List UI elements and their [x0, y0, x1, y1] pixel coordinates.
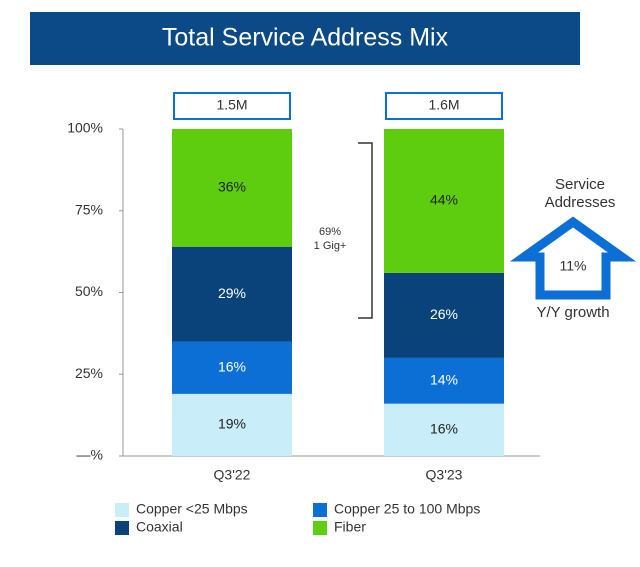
y-tick-label: —%	[77, 447, 103, 463]
value-label: 16%	[430, 421, 458, 437]
y-tick-label: 100%	[67, 120, 103, 136]
legend-swatch	[313, 503, 327, 517]
total-label: 1.5M	[216, 97, 247, 113]
chart-title: Total Service Address Mix	[162, 24, 449, 52]
total-box	[385, 92, 503, 120]
legend-label: Copper 25 to 100 Mbps	[334, 501, 480, 517]
value-label: 36%	[218, 179, 246, 195]
value-label: 16%	[218, 358, 246, 374]
x-tick-label: Q3'23	[426, 467, 463, 483]
value-label: 26%	[430, 306, 458, 322]
bar-segment	[172, 129, 292, 247]
house-icon	[509, 216, 637, 300]
total-box	[173, 92, 291, 120]
legend-swatch	[115, 521, 129, 535]
bar-segment	[172, 393, 292, 456]
legend-swatch	[115, 503, 129, 517]
x-tick-label: Q3'22	[214, 467, 251, 483]
legend-swatch	[313, 521, 327, 535]
bar-segment	[384, 357, 504, 404]
value-label: 14%	[430, 371, 458, 387]
value-label: 29%	[218, 285, 246, 301]
bar-segment	[384, 403, 504, 456]
value-label: 19%	[218, 416, 246, 432]
bracket-label: 69%	[319, 226, 341, 238]
bracket-label: 1 Gig+	[314, 240, 347, 252]
legend-label: Copper <25 Mbps	[136, 501, 248, 517]
growth-heading: Addresses	[545, 194, 616, 211]
y-tick-label: 75%	[75, 201, 103, 217]
bar-segment	[384, 129, 504, 273]
value-label: 44%	[430, 192, 458, 208]
bar-segment	[172, 246, 292, 342]
growth-caption: Y/Y growth	[536, 304, 609, 321]
y-tick-label: 50%	[75, 283, 103, 299]
total-label: 1.6M	[428, 97, 459, 113]
bracket	[358, 142, 373, 319]
bar-segment	[172, 341, 292, 394]
y-tick-label: 25%	[75, 365, 103, 381]
growth-value: 11%	[560, 258, 587, 274]
growth-heading: Service	[555, 176, 605, 193]
bar-segment	[384, 272, 504, 358]
title-banner	[30, 12, 580, 65]
legend-label: Fiber	[334, 519, 366, 535]
legend-label: Coaxial	[136, 519, 183, 535]
